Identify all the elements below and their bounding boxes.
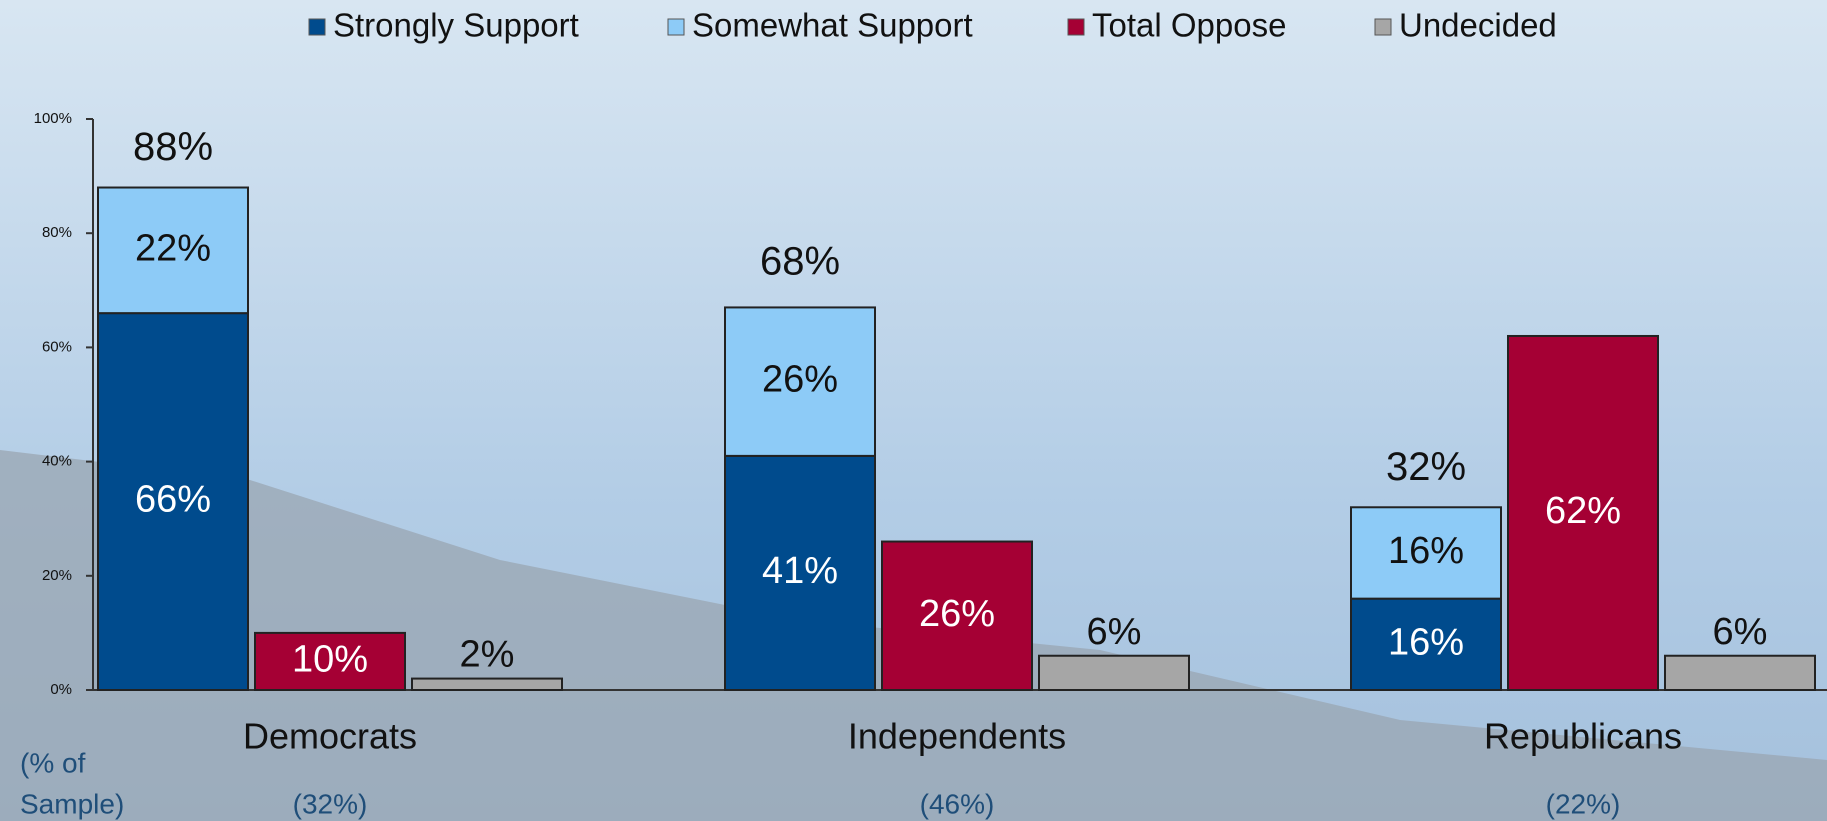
data-label: 10% xyxy=(292,638,368,680)
sample-size: (32%) xyxy=(293,788,368,819)
sample-size: (22%) xyxy=(1546,788,1621,819)
legend-swatch xyxy=(667,18,685,36)
legend-swatch xyxy=(308,18,326,36)
x-tick-label: Republicans xyxy=(1484,716,1682,757)
legend-label: Total Oppose xyxy=(1092,7,1286,44)
data-label: 66% xyxy=(135,479,211,521)
bar xyxy=(1664,654,1816,691)
bar-segment xyxy=(724,306,876,457)
y-tick-label: 80% xyxy=(42,224,72,241)
data-label: 6% xyxy=(1713,611,1768,653)
bar xyxy=(1038,654,1190,691)
data-label: 2% xyxy=(460,634,515,676)
legend-label: Strongly Support xyxy=(333,7,579,44)
sample-label: (% of xyxy=(20,747,86,778)
bar xyxy=(1507,334,1659,691)
data-label: 16% xyxy=(1388,530,1464,572)
y-tick-label: 0% xyxy=(50,681,72,698)
bar-segment xyxy=(1350,506,1502,600)
bar xyxy=(411,677,563,692)
total-label: 88% xyxy=(133,125,213,169)
data-label: 26% xyxy=(919,593,995,635)
x-tick-label: Democrats xyxy=(243,716,417,757)
y-tick-label: 100% xyxy=(34,110,72,127)
total-label: 68% xyxy=(760,239,840,283)
legend-label: Somewhat Support xyxy=(692,7,973,44)
legend-swatch xyxy=(1374,18,1392,36)
sample-label: Sample) xyxy=(20,788,124,819)
total-label: 32% xyxy=(1386,445,1466,489)
x-tick-label: Independents xyxy=(848,716,1066,757)
data-label: 62% xyxy=(1545,490,1621,532)
bar-segment xyxy=(1350,597,1502,692)
sample-size: (46%) xyxy=(920,788,995,819)
y-tick-label: 20% xyxy=(42,567,72,584)
bar-segment xyxy=(97,312,249,691)
legend-label: Undecided xyxy=(1399,7,1557,44)
legend-swatch xyxy=(1067,18,1085,36)
data-label: 22% xyxy=(135,227,211,269)
y-tick-label: 40% xyxy=(42,453,72,470)
bar-segment xyxy=(97,186,249,315)
data-label: 16% xyxy=(1388,621,1464,663)
data-label: 26% xyxy=(762,359,838,401)
data-label: 6% xyxy=(1087,611,1142,653)
y-tick-label: 60% xyxy=(42,338,72,355)
bar xyxy=(254,631,406,692)
bar xyxy=(881,540,1033,691)
data-label: 41% xyxy=(762,550,838,592)
